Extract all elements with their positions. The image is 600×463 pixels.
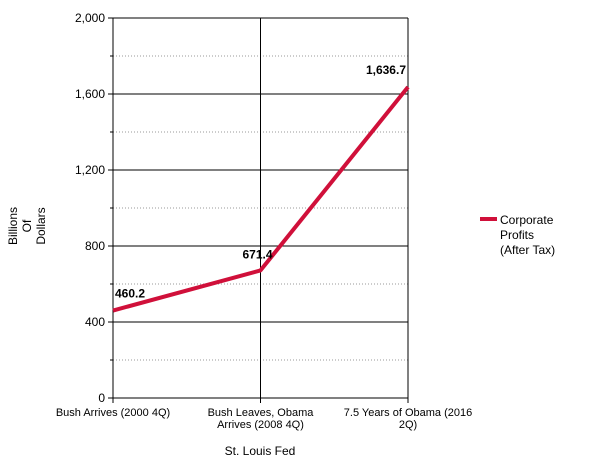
y-axis-title-line: Dollars — [34, 207, 48, 244]
data-label: 460.2 — [115, 287, 145, 301]
y-tick-label: 1,200 — [75, 163, 105, 177]
y-axis-title: BillionsOfDollars — [6, 207, 48, 245]
y-tick-label: 2,000 — [75, 11, 105, 25]
y-axis-title-line: Billions — [6, 207, 20, 245]
legend-label-line: Corporate — [500, 213, 554, 227]
x-axis-title: St. Louis Fed — [225, 444, 296, 458]
data-label: 671.4 — [243, 247, 273, 261]
x-category-label: 7.5 Years of Obama (2016 2Q) — [344, 407, 472, 431]
legend-label: Corporate Profits (After Tax) — [500, 213, 555, 257]
text-line: 7.5 Years of Obama (2016 — [344, 407, 472, 419]
legend-label-line: (After Tax) — [500, 243, 555, 257]
x-category-label: Bush Arrives (2000 4Q) — [56, 407, 170, 419]
y-tick-label: 0 — [98, 391, 105, 405]
y-tick-label: 800 — [85, 239, 105, 253]
y-tick-label: 400 — [85, 315, 105, 329]
axis-layer: 0 400 800 1,200 1,600 2,000 Bush Arrives (2000… — [6, 11, 472, 458]
text-line: Arrives (2008 4Q) — [217, 419, 304, 431]
text-line: 2Q) — [399, 419, 417, 431]
series-layer — [112, 85, 410, 313]
y-tick-label: 1,600 — [75, 87, 105, 101]
legend: Corporate Profits (After Tax) — [480, 213, 555, 257]
x-category-label: Bush Leaves, Obama Arrives (2008 4Q) — [208, 407, 315, 431]
label-layer: 460.2 671.4 1,636.7 — [115, 63, 406, 301]
data-label: 1,636.7 — [366, 63, 406, 77]
y-axis-title-line: Of — [20, 219, 34, 232]
text-line: Bush Arrives (2000 4Q) — [56, 407, 170, 419]
grid-layer — [113, 17, 409, 398]
text-line: Bush Leaves, Obama — [208, 407, 315, 419]
legend-label-line: Profits — [500, 228, 534, 242]
